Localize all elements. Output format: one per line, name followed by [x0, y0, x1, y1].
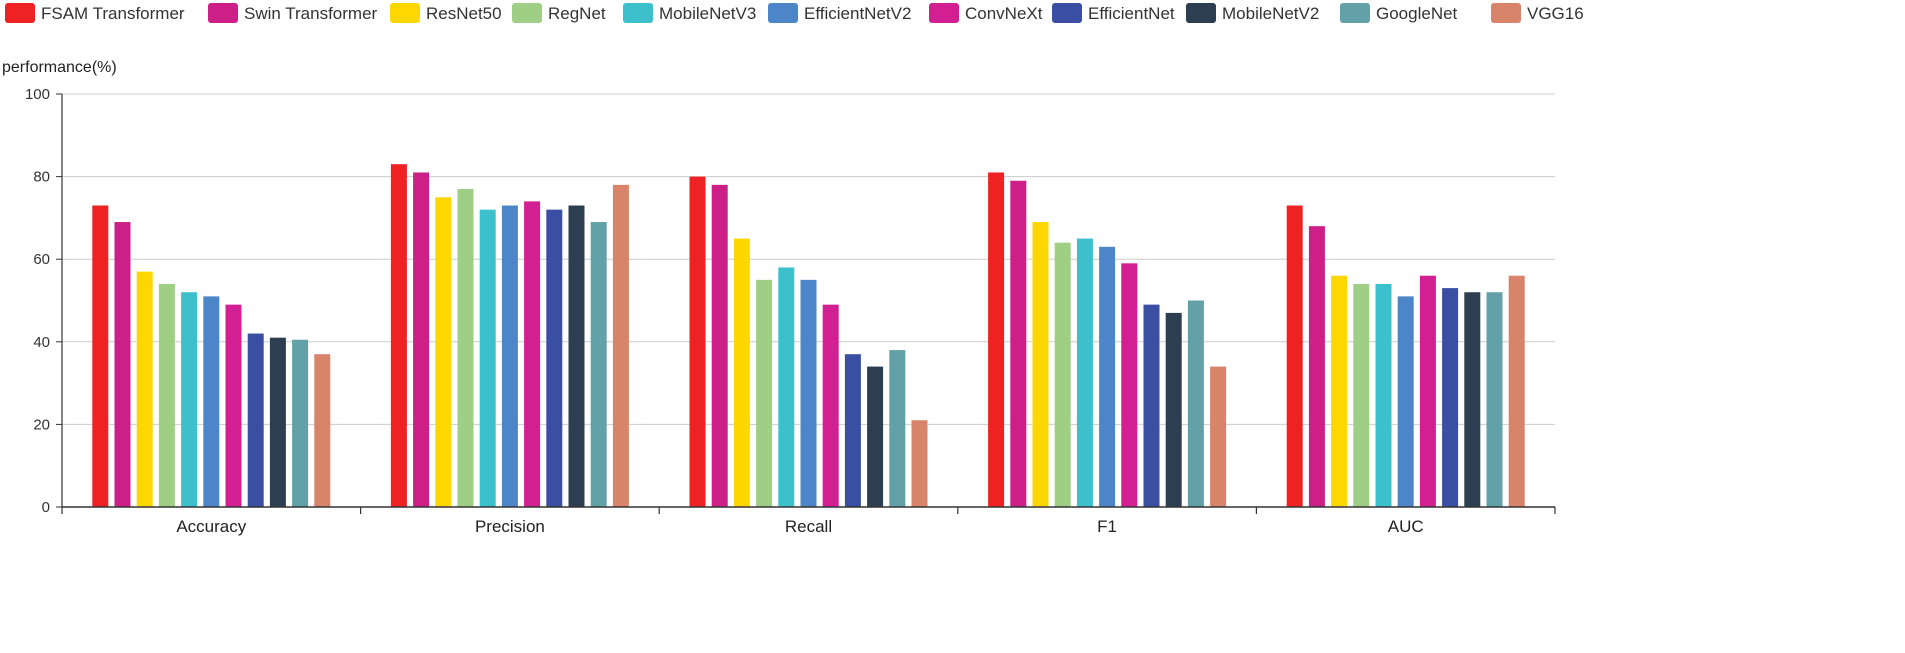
bar [756, 279, 773, 507]
bar [1210, 366, 1227, 507]
legend-swatch[interactable] [208, 3, 238, 23]
bar [733, 238, 750, 508]
bar [457, 188, 474, 508]
bar [1121, 263, 1138, 507]
bar [524, 201, 541, 507]
legend-label[interactable]: ConvNeXt [965, 4, 1043, 23]
bar [1331, 275, 1348, 507]
legend: FSAM Transformer Swin Transformer ResNet50… [5, 3, 1584, 23]
legend-swatch[interactable] [1186, 3, 1216, 23]
bar [867, 366, 884, 507]
legend-swatch[interactable] [623, 3, 653, 23]
bar [92, 205, 109, 507]
bar [844, 354, 861, 507]
bar [1397, 296, 1414, 507]
legend-swatch[interactable] [1340, 3, 1370, 23]
legend-swatch[interactable] [1052, 3, 1082, 23]
bar [1286, 205, 1303, 507]
bar [1486, 292, 1503, 507]
axes [61, 94, 1556, 514]
legend-label[interactable]: GoogleNet [1376, 4, 1458, 23]
bar [1165, 312, 1182, 507]
legend-label[interactable]: Swin Transformer [244, 4, 378, 23]
bar [158, 283, 175, 507]
bar [889, 350, 906, 507]
bar [800, 279, 817, 507]
bar [1353, 283, 1370, 507]
bar [568, 205, 585, 507]
bar [247, 333, 264, 507]
legend-label[interactable]: MobileNetV3 [659, 4, 756, 23]
bar [612, 184, 629, 508]
bar [136, 271, 153, 507]
bar [1419, 275, 1436, 507]
y-tick-label: 60 [33, 251, 50, 268]
bar [1375, 283, 1392, 507]
bar [689, 176, 706, 507]
bars [92, 164, 1525, 508]
y-tick-label: 100 [25, 86, 50, 103]
bar [435, 197, 452, 507]
bar [1032, 222, 1049, 507]
bar [413, 172, 430, 507]
y-tick-label: 20 [33, 416, 50, 433]
bar [1054, 242, 1071, 507]
bar [1143, 304, 1160, 507]
legend-label[interactable]: RegNet [548, 4, 606, 23]
bar [501, 205, 518, 507]
y-axis-title: performance(%) [2, 59, 117, 76]
bar [546, 209, 563, 507]
bar [314, 354, 331, 507]
bar [1076, 238, 1093, 508]
bar [225, 304, 242, 507]
bar [1464, 292, 1481, 507]
bar [390, 164, 407, 507]
legend-swatch[interactable] [512, 3, 542, 23]
y-tick-label: 0 [42, 499, 50, 516]
bar [203, 296, 220, 507]
bar [988, 172, 1005, 507]
legend-swatch[interactable] [5, 3, 35, 23]
legend-swatch[interactable] [1491, 3, 1521, 23]
bar [1442, 288, 1459, 507]
bar [114, 222, 131, 507]
grid-lines [62, 93, 1555, 425]
legend-label[interactable]: FSAM Transformer [41, 4, 185, 23]
bar [1010, 180, 1027, 508]
bar [911, 420, 928, 507]
bar [822, 304, 839, 507]
category-label: Precision [475, 517, 545, 536]
legend-label[interactable]: EfficientNetV2 [804, 4, 911, 23]
bar [778, 267, 795, 507]
y-tick-label: 80 [33, 169, 50, 186]
legend-swatch[interactable] [768, 3, 798, 23]
legend-swatch[interactable] [929, 3, 959, 23]
bar [292, 339, 309, 507]
legend-label[interactable]: ResNet50 [426, 4, 502, 23]
bar [711, 184, 728, 508]
bar [269, 337, 286, 507]
category-labels: Accuracy Precision Recall F1 AUC [176, 517, 1423, 536]
category-label: Recall [785, 517, 832, 536]
category-label: AUC [1388, 517, 1424, 536]
category-label: Accuracy [176, 517, 246, 536]
bar [1308, 226, 1325, 507]
bar [181, 292, 198, 507]
legend-swatch[interactable] [390, 3, 420, 23]
legend-label[interactable]: MobileNetV2 [1222, 4, 1319, 23]
bar [1099, 246, 1116, 507]
bar [1187, 300, 1204, 507]
category-label: F1 [1097, 517, 1117, 536]
y-tick-label: 40 [33, 334, 50, 351]
bar [479, 209, 496, 507]
legend-label[interactable]: EfficientNet [1088, 4, 1175, 23]
y-tick-labels: 0 20 40 60 80 100 [25, 86, 62, 516]
legend-label[interactable]: VGG16 [1527, 4, 1584, 23]
bar [1508, 275, 1525, 507]
bar [590, 222, 607, 507]
